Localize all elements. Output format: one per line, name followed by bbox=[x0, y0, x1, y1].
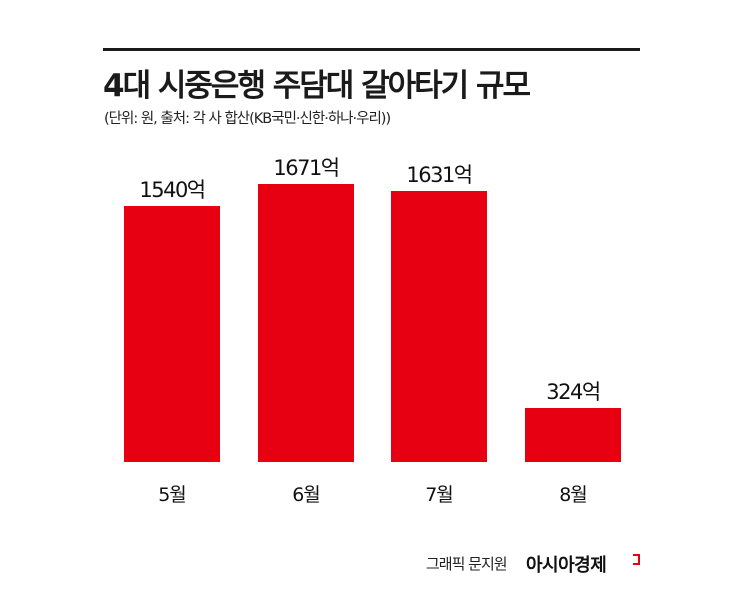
x-axis-tick-label: 7월 bbox=[425, 484, 454, 506]
brand-mark-icon bbox=[633, 554, 640, 565]
bar-value-label: 1631억 bbox=[406, 163, 473, 187]
x-axis-tick-label: 5월 bbox=[158, 484, 187, 506]
bar bbox=[391, 191, 487, 462]
top-rule bbox=[103, 48, 640, 51]
bar-value-label: 324억 bbox=[546, 380, 601, 404]
chart-title: 4대 시중은행 주담대 갈아타기 규모 bbox=[103, 68, 531, 104]
chart-subtitle: (단위: 원, 출처: 각 사 합산(KB국민·신한·하나·우리)) bbox=[104, 111, 391, 127]
bar bbox=[258, 184, 354, 462]
bar-value-label: 1540억 bbox=[139, 178, 206, 202]
x-axis-tick-label: 8월 bbox=[559, 484, 588, 506]
bar-value-label: 1671억 bbox=[273, 156, 340, 180]
graphic-credit: 그래픽 문지원 bbox=[426, 555, 508, 573]
bar bbox=[124, 206, 220, 462]
x-axis-tick-label: 6월 bbox=[292, 484, 321, 506]
bar bbox=[525, 408, 621, 462]
brand-logo-text: 아시아경제 bbox=[526, 555, 607, 576]
